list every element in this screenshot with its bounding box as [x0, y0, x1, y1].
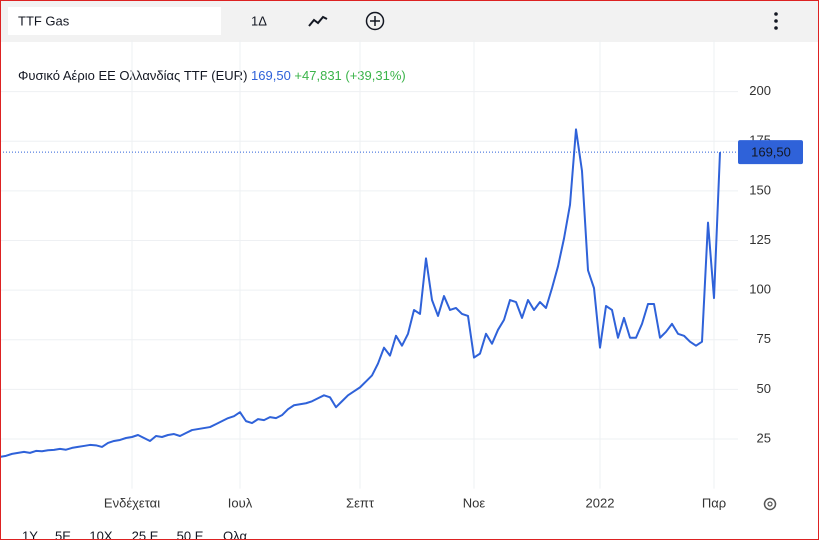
menu-icon[interactable] — [774, 12, 778, 30]
x-tick-label: Παρ — [702, 495, 726, 510]
y-tick-label: 75 — [757, 331, 771, 346]
range-button[interactable]: 25 E — [132, 528, 159, 540]
legend-last: 169,50 — [251, 68, 291, 83]
y-tick-label: 50 — [757, 381, 771, 396]
range-button[interactable]: 5E — [55, 528, 71, 540]
x-tick-label: Σεπτ — [346, 495, 375, 510]
range-button[interactable]: 50 E — [177, 528, 204, 540]
x-tick-label: 2022 — [586, 495, 615, 510]
compare-icon[interactable] — [365, 11, 385, 31]
plot — [0, 40, 738, 489]
interval[interactable]: 1Δ — [251, 13, 267, 28]
y-tick-label: 150 — [749, 182, 771, 197]
legend-title: Φυσικό Αέριο ΕΕ Ολλανδίας TTF (EUR) — [18, 68, 247, 83]
price-line — [0, 128, 721, 458]
last-price-label: 169,50 — [751, 145, 791, 160]
x-tick-label: Ιουλ — [228, 495, 253, 510]
chart-type-icon[interactable] — [308, 15, 328, 27]
symbol: TTF Gas — [18, 13, 70, 28]
x-tick-label: Νοε — [463, 495, 486, 510]
settings-icon[interactable] — [763, 497, 777, 511]
legend-change: +47,831 (+39,31%) — [294, 68, 405, 83]
y-tick-label: 100 — [749, 282, 771, 297]
y-tick-label: 200 — [749, 83, 771, 98]
y-tick-label: 125 — [749, 232, 771, 247]
range-button[interactable]: Ολα — [223, 528, 247, 540]
range-button[interactable]: 10X — [89, 528, 112, 540]
symbol-search[interactable] — [8, 7, 221, 35]
legend: Φυσικό Αέριο ΕΕ Ολλανδίας TTF (EUR) 169,… — [18, 68, 406, 83]
last-price-tag — [738, 140, 803, 165]
range-button[interactable]: 1Y — [22, 528, 38, 540]
x-tick-label: Ενδέχεται — [104, 495, 160, 510]
range-bar: 1Y 5E 10X 25 E 50 E Ολα — [22, 528, 247, 540]
y-tick-label: 25 — [757, 430, 771, 445]
